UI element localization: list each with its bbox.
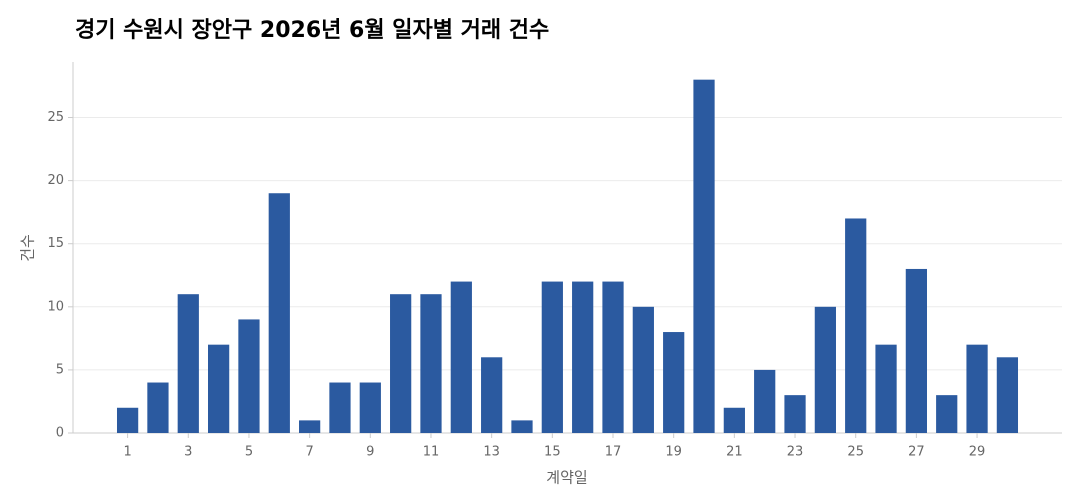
bar bbox=[511, 420, 533, 433]
bar bbox=[147, 382, 169, 433]
bar bbox=[754, 369, 776, 433]
bar bbox=[663, 332, 685, 433]
x-tick-label: 11 bbox=[423, 445, 440, 460]
bar bbox=[814, 306, 836, 433]
x-tick-label: 3 bbox=[184, 445, 192, 460]
bar bbox=[238, 319, 260, 433]
x-tick-label: 27 bbox=[908, 445, 925, 460]
bar bbox=[905, 268, 927, 433]
bar bbox=[996, 357, 1019, 433]
x-tick-label: 29 bbox=[969, 445, 986, 460]
x-tick-label: 21 bbox=[726, 445, 743, 460]
bar bbox=[116, 407, 139, 433]
bar bbox=[450, 281, 472, 433]
x-tick-label: 17 bbox=[605, 445, 622, 460]
bar bbox=[329, 382, 351, 433]
bar bbox=[632, 306, 654, 433]
x-tick-label: 9 bbox=[366, 445, 374, 460]
bar bbox=[299, 420, 321, 433]
y-tick-label: 5 bbox=[56, 362, 64, 377]
chart-title: 경기 수원시 장안구 2026년 6월 일자별 거래 건수 bbox=[75, 18, 549, 43]
bar bbox=[177, 294, 199, 433]
x-tick-label: 5 bbox=[245, 445, 253, 460]
x-tick-label: 1 bbox=[123, 445, 131, 460]
bar bbox=[572, 281, 594, 433]
bar bbox=[875, 344, 897, 433]
x-tick-label: 19 bbox=[665, 445, 682, 460]
y-tick-label: 10 bbox=[47, 299, 64, 314]
bar bbox=[541, 281, 563, 433]
bar bbox=[420, 294, 442, 433]
bar bbox=[845, 218, 867, 433]
bar bbox=[390, 294, 412, 433]
bar bbox=[693, 79, 715, 434]
x-tick-label: 23 bbox=[787, 445, 804, 460]
bar bbox=[208, 344, 230, 433]
x-tick-label: 15 bbox=[544, 445, 561, 460]
y-axis-title: 건수 bbox=[19, 234, 37, 262]
y-tick-label: 15 bbox=[47, 236, 64, 251]
bar bbox=[966, 344, 988, 433]
y-tick-label: 25 bbox=[47, 110, 64, 125]
x-axis-title: 계약일 bbox=[546, 469, 587, 487]
bar bbox=[602, 281, 624, 433]
y-tick-label: 0 bbox=[56, 426, 64, 441]
x-tick-label: 25 bbox=[847, 445, 864, 460]
bar bbox=[936, 395, 958, 433]
bar bbox=[784, 395, 806, 433]
y-tick-label: 20 bbox=[47, 173, 64, 188]
bar bbox=[268, 193, 290, 433]
x-tick-label: 7 bbox=[305, 445, 313, 460]
bar bbox=[359, 382, 381, 433]
bar bbox=[481, 357, 503, 433]
bar bbox=[723, 407, 745, 433]
x-tick-label: 13 bbox=[483, 445, 500, 460]
